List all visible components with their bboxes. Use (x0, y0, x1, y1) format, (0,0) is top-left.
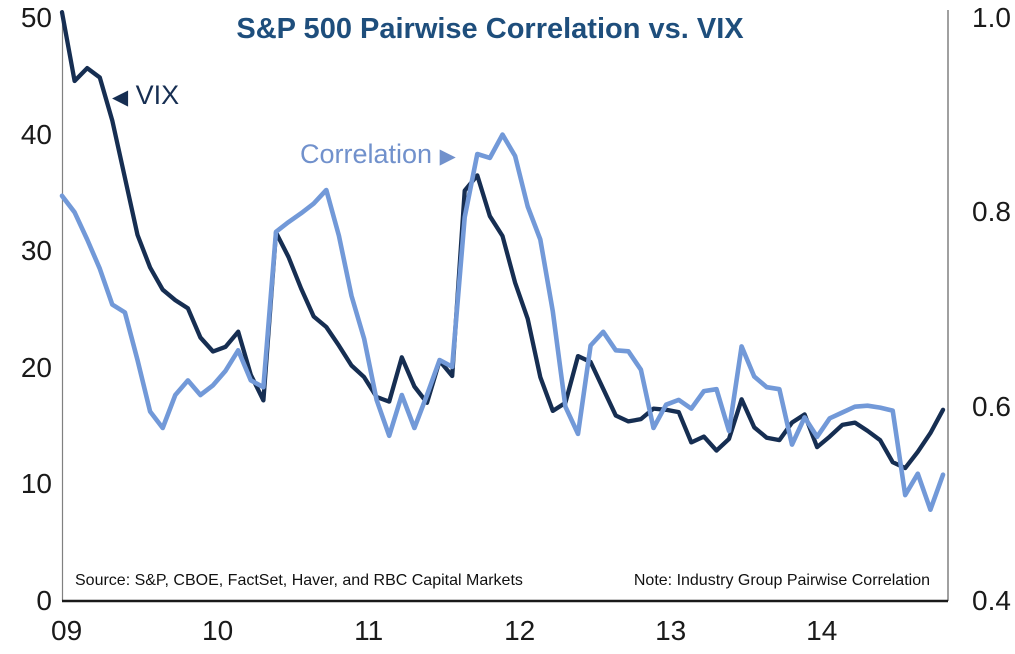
left-axis-tick: 20 (20, 351, 52, 383)
x-axis-tick: 09 (51, 615, 83, 646)
right-axis-tick: 0.8 (972, 196, 1011, 228)
x-axis-tick: 14 (806, 615, 838, 646)
left-arrow-icon: ◀ (112, 86, 129, 109)
left-axis-tick: 50 (20, 2, 52, 33)
right-axis-tick: 1.0 (972, 2, 1011, 33)
left-axis-tick: 0 (36, 585, 52, 616)
correlation-line (59, 132, 946, 513)
correlation-series-label-text: Correlation (300, 139, 433, 169)
right-axis-tick: 0.4 (972, 585, 1011, 616)
left-axis-tick: 30 (20, 235, 52, 267)
x-axis-tick: 13 (655, 615, 687, 646)
right-arrow-icon: ▶ (439, 145, 456, 168)
right-axis-tick: 0.6 (972, 390, 1011, 422)
left-axis-tick: 10 (20, 468, 52, 500)
chart-title: S&P 500 Pairwise Correlation vs. VIX (236, 13, 744, 45)
x-axis-tick: 10 (202, 615, 234, 646)
source-note: Source: S&P, CBOE, FactSet, Haver, and R… (75, 572, 523, 589)
x-axis-tick: 11 (354, 615, 384, 646)
left-axis-tick: 40 (20, 118, 52, 150)
vix-series-label: ◀ VIX (112, 80, 179, 111)
vix-series-label-text: VIX (135, 80, 180, 110)
industry-note: Note: Industry Group Pairwise Correlatio… (633, 572, 930, 589)
vix-line (59, 10, 946, 471)
x-axis-tick: 12 (504, 615, 536, 646)
correlation-series-label: Correlation ▶ (300, 139, 456, 170)
